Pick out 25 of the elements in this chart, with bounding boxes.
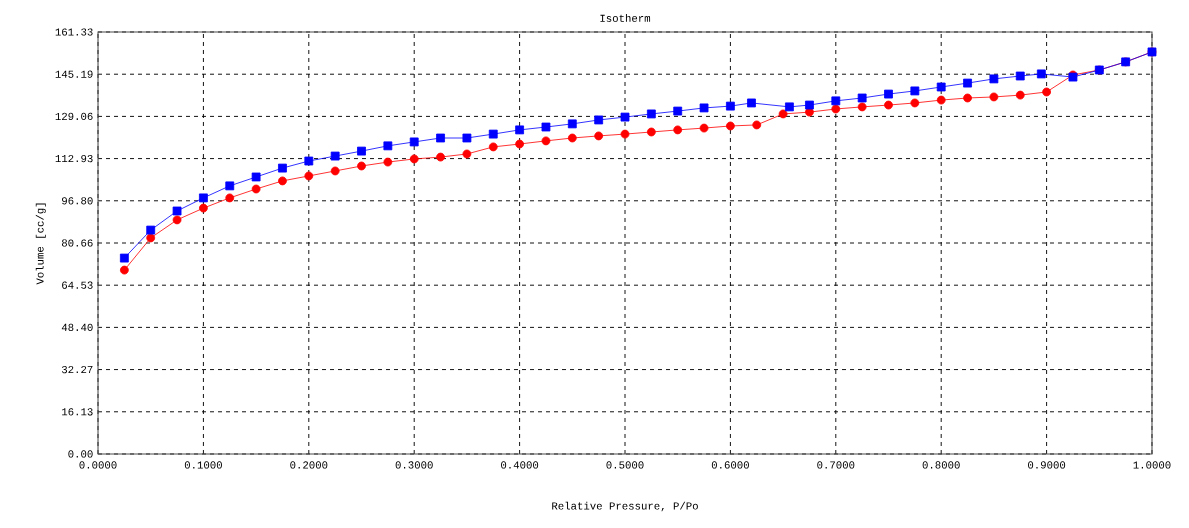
x-axis-title: Relative Pressure, P/Po: [552, 501, 698, 512]
x-tick-label: 0.0000: [79, 461, 117, 469]
y-tick-label: 48.40: [61, 323, 93, 331]
y-tick-label: 145.19: [55, 70, 93, 78]
y-tick-label: 32.27: [61, 365, 93, 374]
y-tick-label: 16.13: [62, 408, 93, 416]
x-tick-label: 0.4000: [501, 461, 539, 469]
y-tick-label: 80.66: [61, 239, 93, 247]
x-tick-label: 1.0000: [1133, 461, 1171, 469]
x-tick-label: 0.3000: [395, 461, 433, 469]
x-tick-label: 0.8000: [922, 461, 960, 469]
y-tick-label: 64.53: [62, 281, 93, 289]
y-tick-label: 0.00: [68, 450, 93, 458]
chart-title: Isotherm: [600, 14, 651, 22]
y-tick-label: 112.93: [55, 154, 93, 163]
x-tick-label: 0.1000: [184, 461, 222, 469]
x-tick-label: 0.2000: [290, 461, 328, 469]
x-tick-label: 0.9000: [1028, 461, 1066, 469]
x-tick-label: 0.5000: [606, 461, 644, 469]
y-tick-label: 161.33: [55, 28, 93, 36]
x-tick-label: 0.7000: [817, 461, 855, 469]
y-tick-label: 96.80: [62, 197, 93, 205]
y-tick-label: 129.06: [55, 112, 93, 121]
y-axis-title: Volume [cc/g]: [35, 203, 46, 285]
x-tick-label: 0.6000: [711, 461, 749, 469]
